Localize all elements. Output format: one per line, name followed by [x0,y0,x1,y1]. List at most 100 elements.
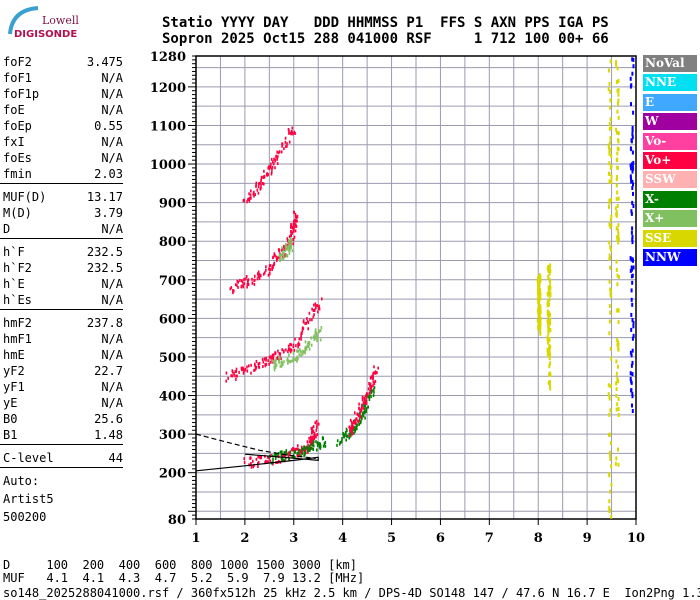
echo-point [617,138,620,142]
echo-point [632,57,635,62]
echo-point [233,289,235,293]
echo-point [546,351,549,356]
echo-point [617,92,620,97]
echo-point [286,144,288,148]
param-label: foEp [3,119,32,133]
echo-point [290,234,292,238]
echo-point [363,396,366,400]
echo-point [268,362,270,366]
echo-point [269,360,272,364]
echo-point [608,450,611,455]
echo-point [630,388,633,393]
y-tick-label: 80 [168,513,186,528]
param-value: N/A [101,222,123,236]
echo-point [271,353,274,357]
param-value: 25.6 [94,412,123,426]
echo-point [631,302,634,307]
echo-point [314,302,317,306]
param-label: D [3,222,11,236]
echo-point [265,362,268,366]
echo-point [283,245,286,249]
echo-point [630,176,632,181]
echo-point [282,255,285,259]
echo-point [284,245,287,249]
echo-point [609,245,612,250]
echo-point [365,401,368,405]
echo-point [610,164,613,169]
echo-point [364,404,366,408]
echo-point [341,437,343,441]
echo-point [608,472,611,477]
echo-point [304,346,306,350]
param-label: foF1 [3,71,32,85]
echo-point [370,385,373,389]
echo-point [548,338,551,343]
echo-point [263,182,265,186]
echo-point [355,425,358,429]
echo-point [348,435,350,439]
echo-point [616,308,619,313]
echo-point [630,83,633,88]
echo-point [547,340,550,345]
echo-point [302,349,304,353]
legend-item-nne: NNE [643,74,697,92]
echo-point [608,81,611,86]
echo-point [608,222,611,227]
echo-point [536,296,539,301]
param-value: N/A [101,293,123,307]
echo-point [236,279,239,283]
x-tick-label: 7 [485,531,494,546]
echo-point [630,230,633,235]
echo-point [277,355,279,359]
y-tick-label: 1200 [150,81,186,96]
echo-point [292,242,295,246]
echo-point [365,398,367,402]
echo-point [297,447,299,451]
echo-point [275,454,278,457]
echo-point [257,275,260,279]
echo-point [631,135,634,140]
echo-point [312,315,315,319]
echo-point [319,338,322,342]
echo-point [293,235,296,239]
echo-point [358,402,360,406]
echo-point [277,155,279,159]
echo-point [287,344,290,348]
echo-point [257,362,260,366]
param-value: 0.55 [94,119,123,133]
echo-point [247,280,249,284]
echo-point [319,446,322,450]
echo-point [345,427,348,431]
echo-point [255,367,257,371]
echo-point [285,456,287,460]
echo-point [273,157,275,161]
echo-point [286,254,289,258]
param-label: B1 [3,428,18,442]
echo-point [616,88,619,93]
echo-point [280,452,282,456]
echo-point [312,335,315,339]
echo-point [369,386,372,390]
echo-point [548,328,551,333]
echo-point [274,366,277,369]
echo-point [234,374,236,378]
echo-point [363,398,366,402]
divider [0,238,123,239]
echo-point [324,444,327,448]
echo-point [616,282,619,287]
echo-point [549,280,552,285]
echo-point [248,199,251,203]
echo-point [287,455,290,459]
echo-point [629,371,632,376]
echo-point [538,286,541,291]
echo-point [308,440,311,444]
echo-point [632,324,635,329]
echo-point [548,364,551,369]
echo-point [537,309,540,314]
echo-point [608,396,611,401]
echo-point [310,441,312,445]
echo-point [631,403,633,408]
echo-point [539,329,542,334]
echo-point [316,333,318,337]
